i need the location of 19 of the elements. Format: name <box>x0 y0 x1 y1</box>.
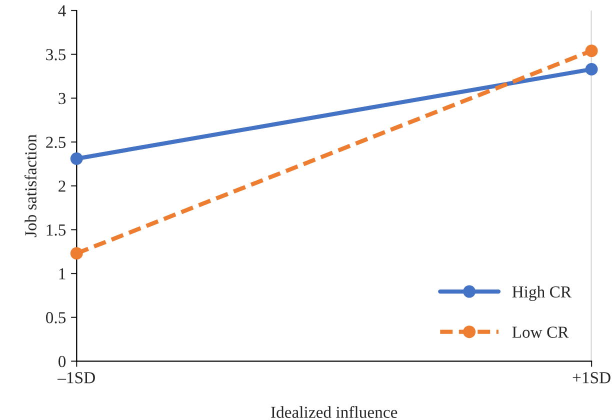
y-tick-label: 1 <box>59 268 66 280</box>
y-tick-label: 0.5 <box>46 312 66 324</box>
point <box>585 62 598 76</box>
y-tick-label: 2 <box>58 180 66 192</box>
point <box>585 44 598 58</box>
y-axis-title: Job satisfaction <box>24 134 36 238</box>
x-axis-title: Idealized influence <box>271 406 398 418</box>
y-tick-label: 3 <box>58 92 66 104</box>
point <box>70 247 83 260</box>
y-tick-label: 4 <box>58 5 66 16</box>
point <box>70 152 83 165</box>
x-tick-label: –1SD <box>58 372 95 384</box>
y-tick-label: 1.5 <box>46 224 66 236</box>
y-tick-label: 2.5 <box>46 136 66 148</box>
x-tick-label: +1SD <box>572 372 610 384</box>
y-tick-label: 0 <box>58 356 66 368</box>
legend-label: Low CR <box>512 326 569 338</box>
y-tick-label: 3.5 <box>46 49 66 60</box>
legend-label: High CR <box>512 286 572 301</box>
